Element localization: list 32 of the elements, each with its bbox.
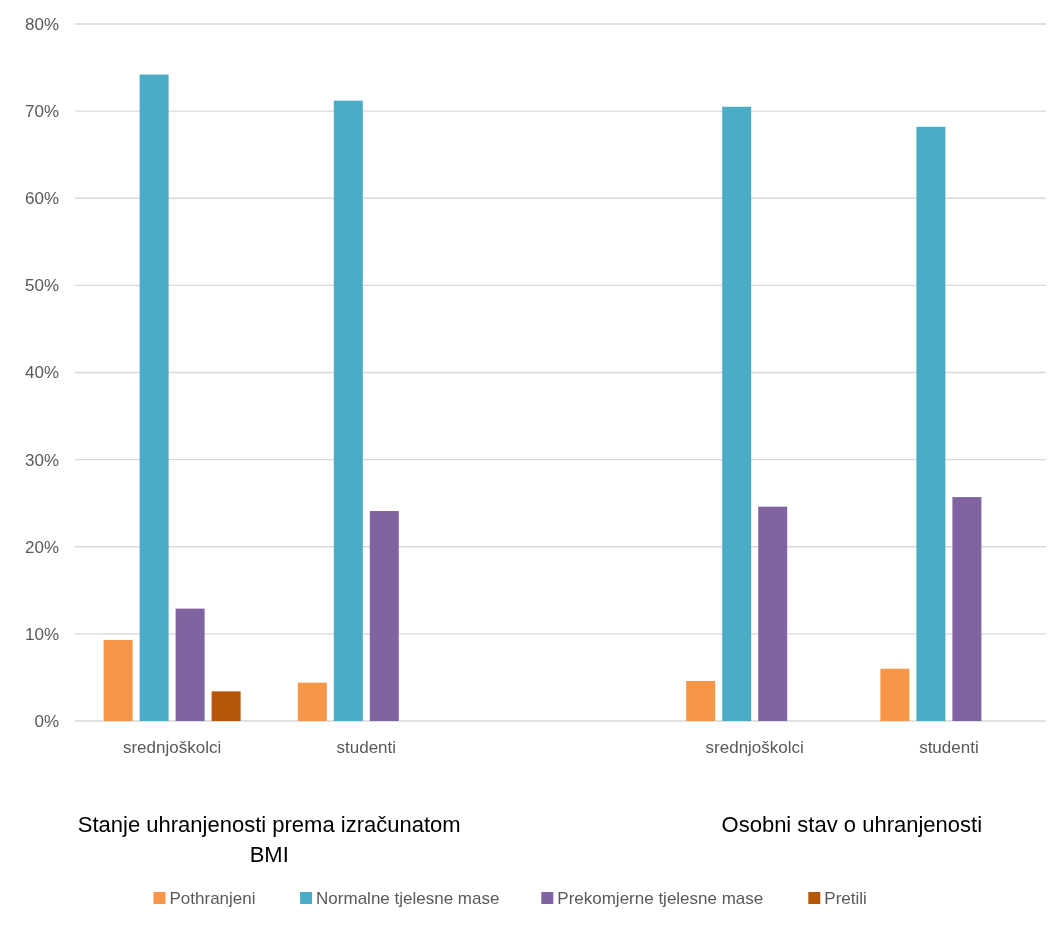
- bar: [103, 639, 133, 721]
- legend-label: Prekomjerne tjelesne mase: [557, 889, 764, 908]
- text: Osobni stav o uhranjenosti: [721, 812, 983, 837]
- bar: [139, 74, 169, 721]
- bar: [369, 511, 399, 721]
- y-tick-label: 40%: [24, 363, 59, 383]
- y-tick-label: 50%: [24, 276, 59, 296]
- y-tick-label: 20%: [24, 537, 59, 557]
- y-tick-label: 10%: [24, 624, 59, 644]
- bar: [686, 680, 716, 721]
- bar: [722, 106, 752, 721]
- bar: [758, 506, 788, 721]
- x-tick-label: srednjoškolci: [705, 738, 804, 757]
- legend-label: Pothranjeni: [169, 889, 256, 908]
- bar: [333, 100, 363, 721]
- legend-label: Normalne tjelesne mase: [316, 889, 500, 908]
- bar: [952, 497, 982, 721]
- y-tick-label: 30%: [24, 450, 59, 470]
- bar: [880, 668, 910, 721]
- y-tick-label: 60%: [24, 189, 59, 209]
- y-tick-label: 70%: [24, 102, 59, 122]
- bar: [211, 691, 241, 721]
- text: Stanje uhranjenosti prema izračunatom BMI: [77, 812, 461, 867]
- bar: [916, 126, 946, 721]
- bar: [175, 608, 205, 721]
- x-tick-label: srednjoškolci: [122, 738, 222, 757]
- bar: [297, 682, 327, 721]
- y-tick-label: 0%: [34, 711, 59, 731]
- x-tick-label: studenti: [919, 738, 979, 757]
- legend-label: Pretili: [824, 889, 867, 908]
- y-tick-label: 80%: [24, 14, 59, 34]
- x-tick-label: studenti: [336, 738, 397, 757]
